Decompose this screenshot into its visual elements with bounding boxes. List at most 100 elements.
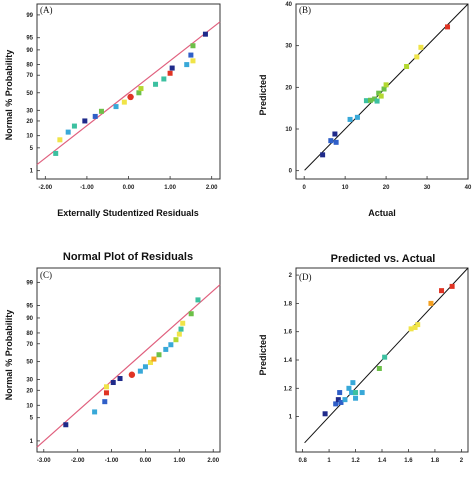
y-tick-label: 95	[26, 304, 33, 310]
data-point	[320, 152, 326, 158]
y-tick-label: 5	[30, 416, 34, 422]
panel-c-frame	[36, 267, 221, 453]
panel-d: Predicted vs. Actual (D) Predicted 11.21…	[258, 253, 469, 464]
data-point	[142, 364, 148, 370]
data-point	[103, 390, 109, 396]
data-point	[92, 113, 98, 119]
y-tick-label: 95	[26, 36, 33, 42]
x-tick-label: 1.2	[351, 458, 360, 464]
y-tick-label: 30	[26, 108, 33, 114]
panel-c-y-ticks: 1 5 10 20 30 50 70 80 90 95 99	[26, 280, 40, 445]
data-point	[136, 90, 142, 96]
panel-b-x-ticks: 0 10 20 30 40	[303, 176, 472, 191]
data-point	[65, 129, 71, 135]
data-point	[190, 58, 196, 64]
y-tick-label: 10	[26, 403, 33, 409]
data-point	[180, 320, 186, 326]
x-tick-label: 10	[342, 185, 349, 191]
panel-a-xlabel: Externally Studentized Residuals	[57, 208, 199, 218]
data-point	[190, 43, 196, 49]
data-point	[383, 82, 389, 88]
data-point	[328, 138, 334, 144]
data-point	[428, 300, 434, 306]
y-tick-label: 1.4	[284, 358, 293, 364]
x-tick-label: -1.00	[80, 185, 94, 191]
data-point	[337, 390, 343, 396]
x-tick-label: -3.00	[37, 458, 51, 464]
data-point	[439, 288, 445, 294]
y-tick-label: 2	[289, 273, 293, 279]
x-tick-label: -2.00	[71, 458, 85, 464]
data-point	[98, 108, 104, 114]
data-point	[53, 150, 59, 156]
data-point	[151, 356, 157, 362]
y-tick-label: 1.6	[284, 330, 293, 336]
data-point	[168, 342, 174, 348]
y-tick-label: 1	[30, 439, 34, 445]
data-point	[404, 64, 410, 69]
data-point	[412, 324, 418, 330]
data-point	[71, 123, 77, 129]
data-point	[350, 380, 356, 386]
panel-a: (A) Normal % Probability Externally Stud…	[4, 3, 221, 218]
x-tick-label: 1.00	[164, 185, 176, 191]
panel-a-ylabel: Normal % Probability	[4, 50, 14, 141]
y-tick-label: 99	[26, 280, 33, 286]
data-point	[57, 137, 63, 143]
data-point	[188, 311, 194, 317]
x-tick-label: -2.00	[38, 185, 52, 191]
y-tick-label: 20	[26, 388, 33, 394]
data-point	[63, 422, 69, 428]
panel-a-x-ticks: -2.00 -1.00 0.00 1.00 2.00	[38, 176, 218, 191]
y-tick-label: 40	[285, 2, 292, 8]
y-tick-label: 0	[289, 169, 293, 175]
y-tick-label: 1.2	[284, 386, 293, 392]
x-tick-label: 2.00	[207, 458, 219, 464]
data-point	[376, 90, 382, 96]
data-point	[346, 385, 352, 391]
data-point	[202, 31, 208, 37]
data-point	[167, 70, 173, 76]
panel-a-y-ticks: 1 5 10 20 30 50 70 80 90 95 99	[26, 13, 40, 175]
x-tick-label: 2	[460, 458, 464, 464]
y-tick-label: 70	[26, 73, 33, 79]
data-point	[347, 116, 353, 122]
data-point	[110, 380, 116, 386]
data-point	[359, 390, 365, 396]
data-point	[103, 384, 109, 390]
x-tick-label: 40	[465, 185, 472, 191]
data-point	[188, 52, 194, 58]
panel-b-points	[320, 24, 451, 158]
data-point	[169, 65, 175, 71]
x-tick-label: 1.8	[431, 458, 440, 464]
data-point	[378, 93, 384, 99]
data-point	[195, 297, 201, 303]
x-tick-label: 1.4	[378, 458, 387, 464]
panel-d-points	[322, 283, 455, 417]
x-tick-label: 1	[327, 458, 331, 464]
y-tick-label: 90	[26, 48, 33, 54]
panel-c-ylabel: Normal % Probability	[4, 310, 14, 401]
data-point	[184, 62, 190, 68]
y-tick-label: 1	[30, 169, 34, 175]
y-tick-label: 90	[26, 316, 33, 322]
data-point	[349, 390, 355, 396]
x-tick-label: 30	[424, 185, 431, 191]
panel-a-frame	[36, 3, 221, 180]
y-tick-label: 10	[26, 134, 33, 140]
y-tick-label: 5	[30, 146, 34, 152]
y-tick-label: 1.8	[284, 301, 293, 307]
data-point	[333, 401, 339, 407]
y-tick-label: 10	[285, 127, 292, 133]
x-tick-label: 20	[383, 185, 390, 191]
data-point	[382, 354, 388, 360]
data-point	[376, 365, 382, 371]
data-point	[161, 76, 167, 82]
y-tick-label: 70	[26, 342, 33, 348]
data-point	[148, 359, 154, 365]
panel-c-label: (C)	[40, 270, 52, 280]
y-tick-label: 30	[285, 44, 292, 50]
data-point	[117, 376, 123, 382]
panel-a-fit-line	[36, 21, 221, 166]
y-tick-label: 20	[285, 85, 292, 91]
